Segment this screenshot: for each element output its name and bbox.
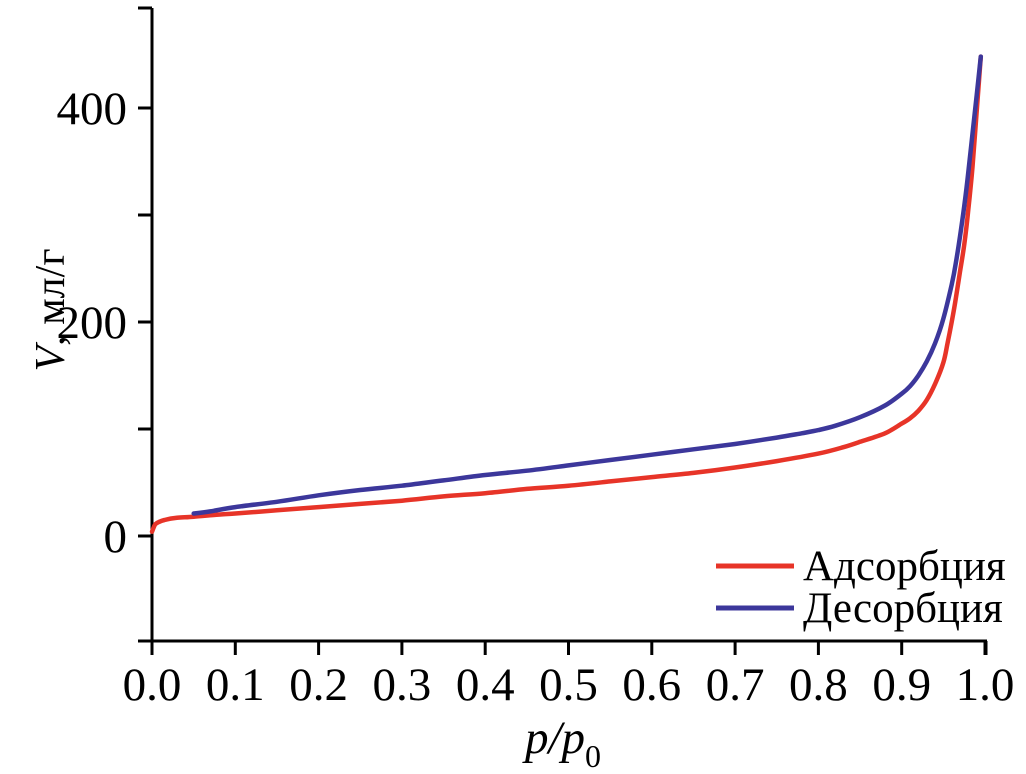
legend-label-adsorption: Адсорбция — [803, 543, 1006, 590]
x-tick-label: 0.5 — [539, 659, 598, 711]
x-tick-label: 0.9 — [872, 659, 931, 711]
desorption-curve — [191, 54, 984, 516]
y-tick-label: 200 — [57, 297, 128, 349]
y-axis-label-units: , мл/г — [28, 248, 74, 345]
x-axis-label-subscript: 0 — [585, 738, 601, 774]
tick-labels: 0.0 0.1 0.2 0.3 0.4 0.5 0.6 0.7 0.8 0.9 1.0 0 200 400 — [57, 83, 1015, 711]
x-axis-label-main: p/p — [522, 712, 585, 764]
x-tick-label: 1.0 — [956, 659, 1015, 711]
x-tick-label: 0.6 — [622, 659, 681, 711]
legend-label-desorption: Десорбция — [803, 585, 1003, 632]
x-tick-label: 0.0 — [123, 659, 182, 711]
x-tick-label: 0.3 — [373, 659, 432, 711]
y-tick-label: 0 — [104, 511, 128, 563]
x-tick-label: 0.1 — [206, 659, 265, 711]
x-tick-label: 0.2 — [289, 659, 348, 711]
adsorption-curve — [149, 54, 984, 534]
x-tick-label: 0.4 — [456, 659, 515, 711]
y-tick-label: 400 — [57, 83, 128, 135]
y-axis-label-symbol: V — [28, 342, 74, 372]
y-axis-label: V, мл/г — [28, 248, 74, 371]
axes — [138, 6, 988, 655]
legend: Адсорбция Десорбция — [716, 543, 1006, 632]
x-tick-label: 0.7 — [706, 659, 765, 711]
x-axis-label: p/p0 — [522, 712, 601, 774]
x-tick-label: 0.8 — [789, 659, 848, 711]
